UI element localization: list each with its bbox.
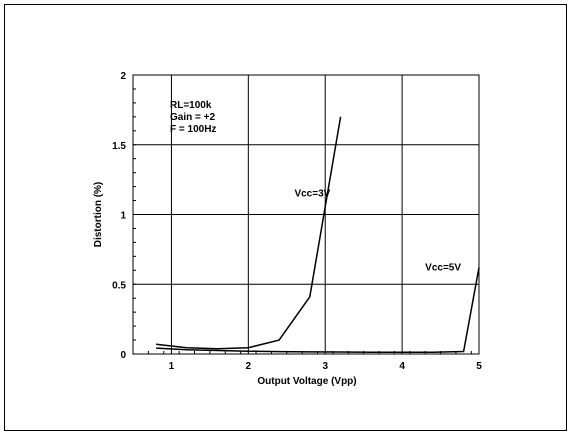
x-tick-label: 3: [322, 361, 328, 372]
condition-rl: RL=100k: [170, 100, 212, 111]
condition-gain: Gain = +2: [170, 112, 215, 123]
y-tick-label: 1: [120, 211, 126, 222]
condition-frequency: F = 100Hz: [170, 124, 216, 135]
y-tick-label: 1.5: [112, 141, 126, 152]
figure-frame: [4, 4, 567, 431]
plot-area: [132, 74, 480, 355]
y-tick-label: 2: [120, 71, 126, 82]
series: [156, 116, 480, 353]
y-axis-title: Distortion (%): [93, 182, 104, 248]
series-line-vcc3: [156, 116, 342, 350]
x-tick-label: 1: [169, 361, 175, 372]
y-tick-label: 0: [120, 350, 126, 361]
x-tick-label: 2: [246, 361, 252, 372]
series-label-vcc3: Vcc=3V: [294, 188, 330, 199]
series-labels: Vcc=3V Vcc=5V: [294, 188, 461, 273]
test-conditions: RL=100k Gain = +2 F = 100Hz: [170, 100, 216, 135]
x-tick-label: 5: [476, 361, 482, 372]
tick-labels: 1 2 3 4 5 0 0.5 1 1.5 2: [112, 71, 482, 372]
x-tick-label: 4: [399, 361, 405, 372]
x-axis-title: Output Voltage (Vpp): [257, 376, 356, 387]
series-label-vcc5: Vcc=5V: [425, 262, 461, 273]
y-tick-label: 0.5: [112, 280, 126, 291]
series-line-vcc5: [156, 267, 480, 353]
